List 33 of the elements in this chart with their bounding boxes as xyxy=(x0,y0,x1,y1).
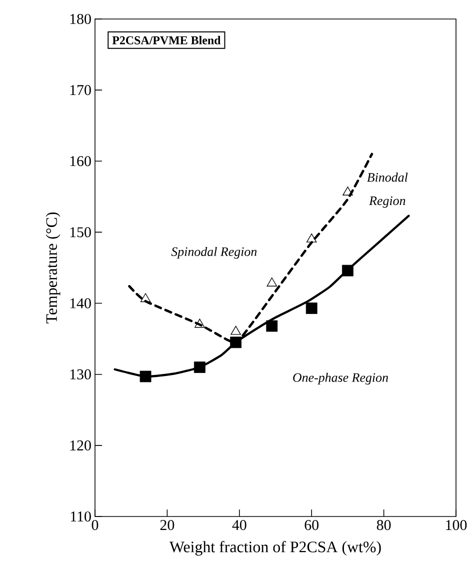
x-tick-label: 100 xyxy=(446,520,467,530)
y-tick-label: 160 xyxy=(70,156,91,166)
y-axis-title: Temperature (°C) xyxy=(46,212,60,324)
text: P2CSA/PVME Blend xyxy=(112,36,221,44)
point xyxy=(230,336,242,348)
point xyxy=(306,233,317,242)
y-tick-label: 170 xyxy=(70,85,91,96)
y-tick-label: 130 xyxy=(70,369,91,380)
x-axis-title: Weight fraction of P2CSA (wt%) xyxy=(169,540,381,556)
point xyxy=(306,302,318,314)
point xyxy=(342,186,353,196)
annotation: Binodal xyxy=(367,172,408,182)
point xyxy=(194,362,206,373)
x-tick-label: 40 xyxy=(232,520,246,530)
y-tick-label: 140 xyxy=(70,298,91,308)
point xyxy=(194,318,205,328)
point xyxy=(342,264,354,276)
x-tick-label: 80 xyxy=(376,520,391,530)
y-tick-label: 180 xyxy=(70,14,91,24)
y-tick-label: 110 xyxy=(70,511,91,522)
annotation: Region xyxy=(369,196,406,208)
annotation: Spinodal Region xyxy=(171,246,257,259)
point xyxy=(140,293,151,302)
point xyxy=(140,370,152,382)
y-tick-label: 120 xyxy=(70,440,91,450)
point xyxy=(266,278,278,286)
point xyxy=(266,320,278,332)
x-tick-label: 0 xyxy=(92,520,98,530)
annotation: One-phase Region xyxy=(293,372,388,385)
point xyxy=(230,326,241,335)
x-tick-label: 60 xyxy=(304,520,319,530)
x-tick-label: 20 xyxy=(160,520,174,530)
y-tick-label: 150 xyxy=(70,227,91,238)
